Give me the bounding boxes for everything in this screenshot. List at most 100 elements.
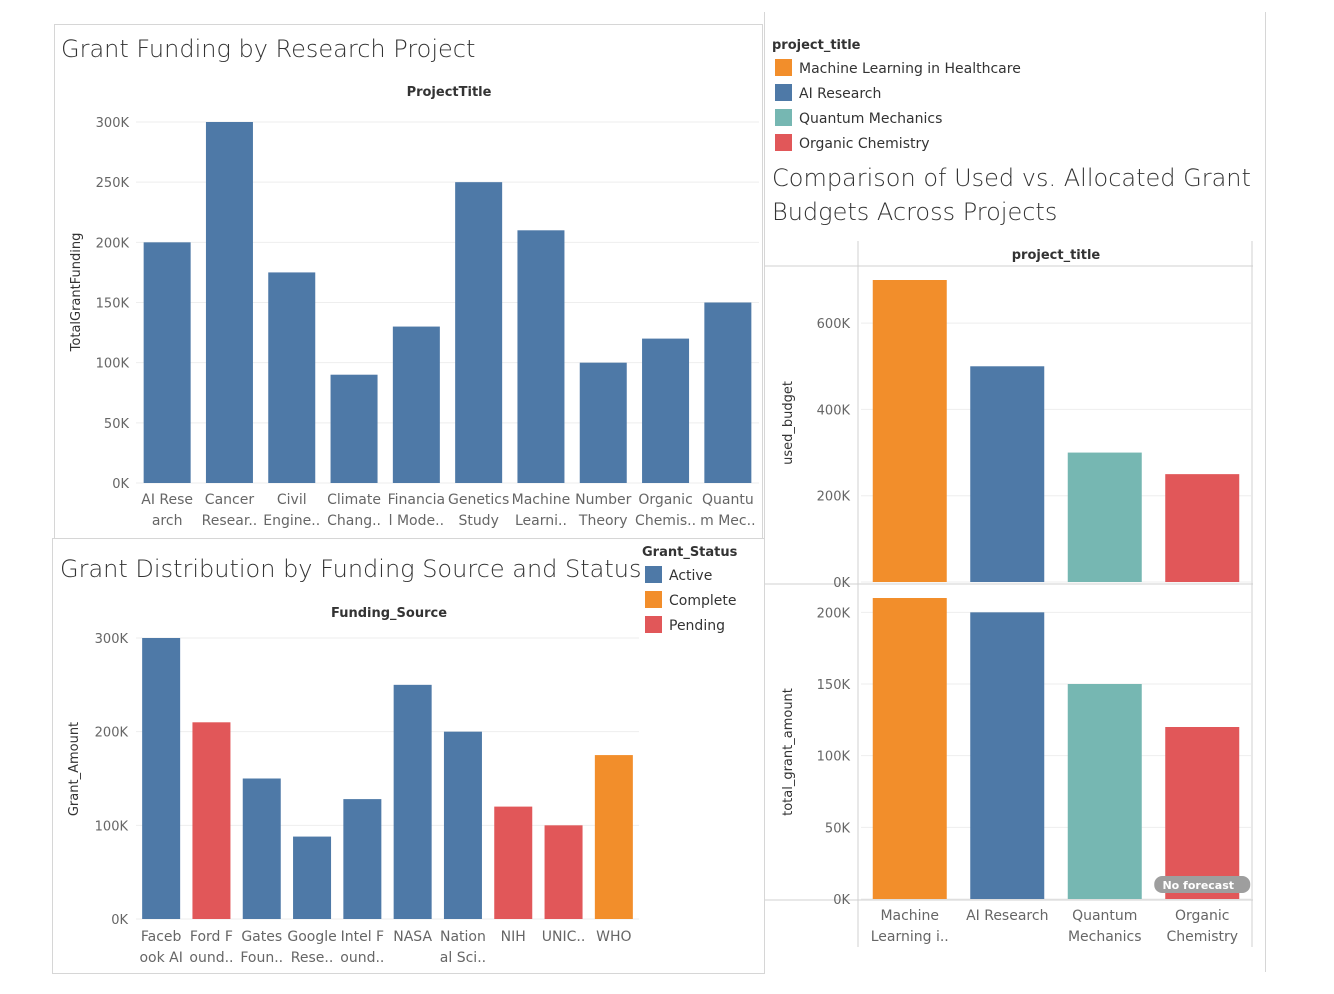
- bar: [704, 302, 752, 483]
- x-tick-label: Cancer: [205, 492, 255, 508]
- y-tick-label: 0K: [833, 576, 850, 591]
- bar: [1165, 474, 1240, 582]
- bar: [544, 825, 583, 919]
- chart-title: Grant Funding by Research Project: [61, 35, 475, 63]
- y-tick-label: 400K: [817, 403, 851, 418]
- x-tick-label: l Mode..: [389, 513, 444, 529]
- x-tick-label: Civil: [277, 492, 307, 508]
- y-tick-label: 200K: [817, 606, 851, 621]
- x-tick-label: Number: [575, 492, 631, 508]
- bar: [579, 362, 627, 483]
- legend-swatch: [775, 59, 792, 76]
- legend-swatch: [645, 616, 662, 633]
- bar: [970, 612, 1045, 899]
- y-tick-label: 150K: [96, 297, 130, 312]
- y-tick-label: 0K: [833, 893, 850, 908]
- x-tick-label: Chemis..: [635, 513, 696, 529]
- bar: [242, 778, 281, 919]
- bar: [1067, 452, 1142, 582]
- bar: [142, 638, 181, 919]
- y-axis-label: TotalGrantFunding: [69, 233, 84, 353]
- y-axis-label-used-budget: used_budget: [781, 381, 796, 465]
- x-tick-label: Intel F: [341, 929, 385, 945]
- x-tick-label: AI Rese: [141, 492, 193, 508]
- legend-project-title: project_title Machine Learning in Health…: [772, 38, 1021, 152]
- x-tick-label: Resear..: [202, 513, 258, 529]
- chart-title: Grant Distribution by Funding Source and…: [60, 555, 642, 583]
- x-tick-label: arch: [152, 513, 183, 529]
- y-tick-label: 50K: [104, 417, 130, 432]
- x-tick-label: ound..: [189, 950, 233, 966]
- x-tick-label: WHO: [596, 929, 631, 945]
- y-tick-label: 300K: [95, 632, 129, 647]
- bar: [455, 182, 503, 483]
- bar: [1165, 727, 1240, 899]
- legend-grant-status: Grant_Status Active Complete Pending: [642, 545, 738, 634]
- x-tick-label: Theory: [578, 513, 628, 529]
- bar: [205, 122, 253, 483]
- y-tick-label: 200K: [95, 726, 129, 741]
- bar: [268, 272, 316, 483]
- legend-label: Organic Chemistry: [799, 136, 930, 152]
- bar: [192, 722, 231, 919]
- legend-label: Quantum Mechanics: [799, 111, 942, 127]
- bar: [443, 731, 482, 919]
- x-tick-label: al Sci..: [440, 950, 486, 966]
- x-tick-label: Google: [287, 929, 336, 945]
- x-tick-label: Engine..: [263, 513, 320, 529]
- bar: [392, 326, 440, 483]
- x-tick-label: Mechanics: [1068, 929, 1142, 945]
- bar: [970, 366, 1045, 582]
- column-header: project_title: [1012, 248, 1101, 263]
- x-tick-label: Genetics: [448, 492, 509, 508]
- no-forecast-label: No forecast: [1162, 879, 1234, 892]
- y-tick-label: 250K: [96, 176, 130, 191]
- legend-swatch: [775, 84, 792, 101]
- legend-title: project_title: [772, 38, 861, 53]
- x-tick-label: ound..: [340, 950, 384, 966]
- legend-title: Grant_Status: [642, 545, 738, 560]
- x-tick-label: UNIC..: [542, 929, 586, 945]
- chart-panel-budget-comparison: project_title Machine Learning in Health…: [764, 12, 1266, 972]
- x-tick-label: ook AI: [139, 950, 182, 966]
- y-axis-label: Grant_Amount: [67, 722, 82, 816]
- x-tick-label: Climate: [327, 492, 381, 508]
- legend-label: Complete: [669, 593, 736, 609]
- column-header: Funding_Source: [331, 606, 447, 621]
- y-tick-label: 0K: [111, 913, 128, 928]
- x-tick-label: NASA: [393, 929, 432, 945]
- y-tick-label: 100K: [96, 357, 130, 372]
- x-tick-label: Gates: [241, 929, 282, 945]
- legend-label: Machine Learning in Healthcare: [799, 61, 1021, 77]
- y-tick-label: 0K: [112, 477, 129, 492]
- x-tick-label: Learning i..: [871, 929, 949, 945]
- chart-grant-distribution-by-source: Grant Distribution by Funding Source and…: [60, 545, 738, 966]
- x-tick-label: Machine: [512, 492, 571, 508]
- y-axis-label-total-grant-amount: total_grant_amount: [781, 688, 796, 816]
- bar: [494, 806, 533, 919]
- x-tick-label: Learni..: [515, 513, 567, 529]
- column-header: ProjectTitle: [407, 85, 492, 100]
- bar: [642, 338, 690, 483]
- no-forecast-badge: [1154, 876, 1251, 893]
- chart-title-line-1: Comparison of Used vs. Allocated Grant: [772, 164, 1251, 192]
- plot-area: 0K 50K 100K 150K 200K 250K 300K AI Rese arch Canc…: [96, 116, 759, 529]
- y-tick-label: 200K: [817, 490, 851, 505]
- y-tick-label: 200K: [96, 236, 130, 251]
- x-tick-label: Organic: [1175, 908, 1229, 924]
- bar: [594, 755, 633, 919]
- x-tick-label: Machine: [880, 908, 939, 924]
- plot-area: 0K 100K 200K 300K Faceb ook AI Ford F ound.. Gat…: [95, 632, 639, 966]
- x-tick-label: Quantu: [702, 492, 754, 508]
- legend-swatch: [775, 109, 792, 126]
- x-tick-label: AI Research: [966, 908, 1048, 924]
- x-tick-label: Foun..: [240, 950, 283, 966]
- x-tick-label: NIH: [501, 929, 526, 945]
- x-tick-label: Chemistry: [1166, 929, 1238, 945]
- y-tick-label: 100K: [95, 819, 129, 834]
- chart-panel-grant-distribution: Grant Distribution by Funding Source and…: [52, 538, 765, 974]
- x-tick-label: m Mec..: [700, 513, 755, 529]
- bar: [1067, 684, 1142, 899]
- y-tick-label: 300K: [96, 116, 130, 131]
- legend-swatch: [775, 134, 792, 151]
